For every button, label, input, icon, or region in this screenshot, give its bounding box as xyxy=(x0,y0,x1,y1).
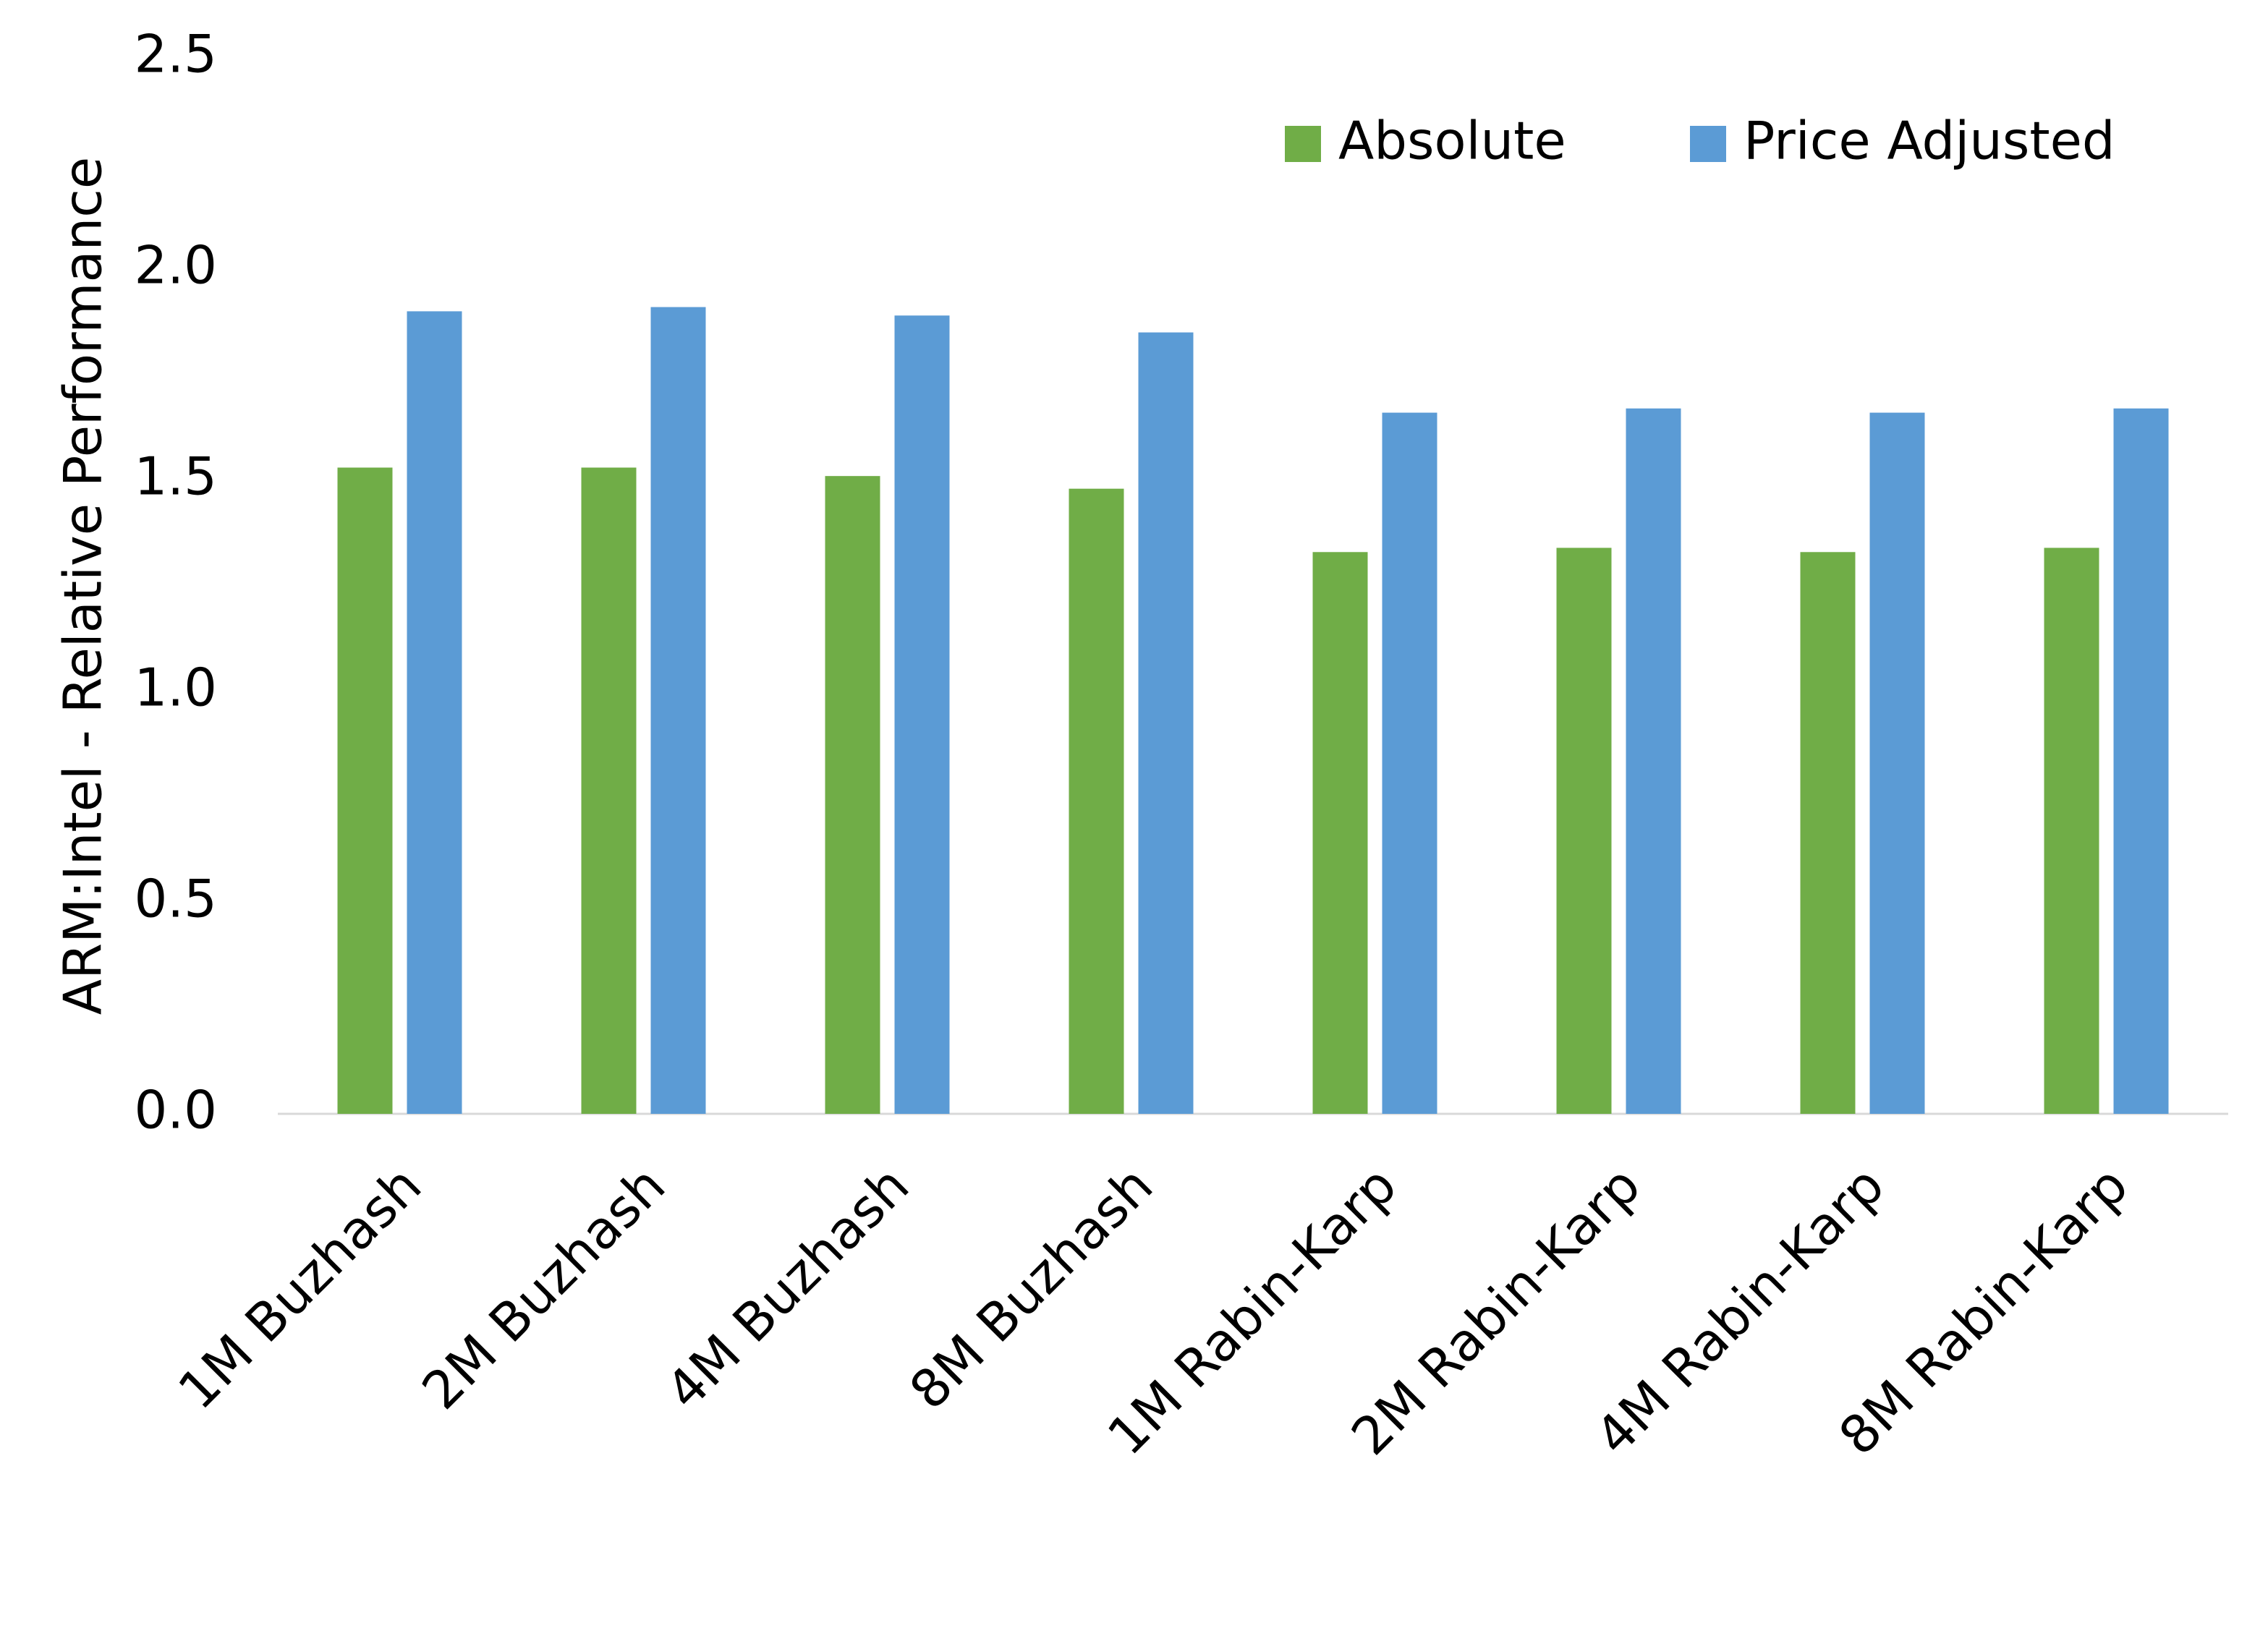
bar xyxy=(2113,408,2169,1114)
bar xyxy=(650,307,706,1114)
x-tick-label: 1M Buzhash xyxy=(166,1154,433,1421)
bar xyxy=(894,315,950,1114)
y-tick-label: 1.0 xyxy=(134,657,217,718)
bar xyxy=(581,467,637,1114)
y-tick-label: 2.5 xyxy=(134,24,217,85)
x-tick-label: 2M Buzhash xyxy=(410,1154,676,1421)
x-tick-label: 4M Buzhash xyxy=(654,1154,920,1421)
y-tick-label: 2.0 xyxy=(134,235,217,296)
bar xyxy=(1626,408,1681,1114)
bar xyxy=(1800,552,1856,1114)
bar xyxy=(1556,548,1612,1114)
bar xyxy=(2044,548,2099,1114)
bar xyxy=(1312,552,1368,1114)
bar xyxy=(825,476,880,1114)
y-axis-label: ARM:Intel - Relative Performance xyxy=(53,157,114,1015)
bar xyxy=(1382,412,1437,1114)
legend-swatch xyxy=(1285,126,1321,162)
legend-label: Price Adjusted xyxy=(1744,111,2115,171)
bar xyxy=(407,311,462,1114)
bar xyxy=(1138,332,1194,1115)
bar xyxy=(1069,488,1124,1114)
x-tick-label: 8M Buzhash xyxy=(898,1154,1164,1421)
bar xyxy=(1869,412,1925,1114)
y-tick-label: 0.5 xyxy=(134,869,217,929)
legend-label: Absolute xyxy=(1338,111,1566,171)
legend-swatch xyxy=(1690,126,1726,162)
y-tick-label: 1.5 xyxy=(134,446,217,507)
y-tick-label: 0.0 xyxy=(134,1080,217,1141)
bar xyxy=(337,467,393,1114)
